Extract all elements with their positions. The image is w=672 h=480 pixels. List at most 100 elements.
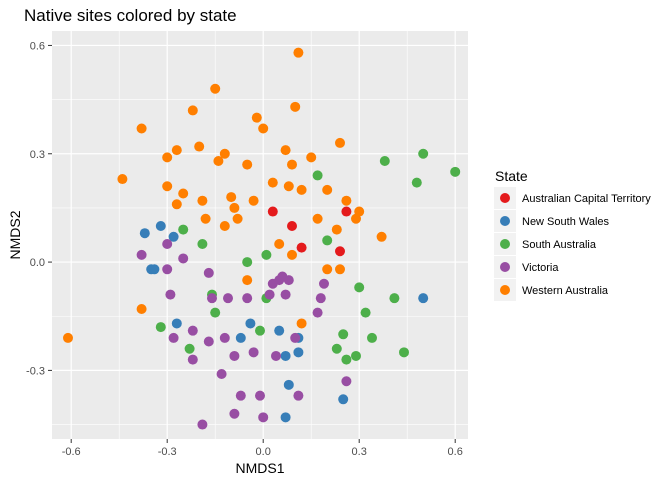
data-point — [171, 145, 182, 156]
data-point — [389, 293, 400, 304]
data-point — [136, 123, 147, 134]
data-point — [216, 369, 227, 380]
data-point — [379, 155, 390, 166]
data-point — [219, 332, 230, 343]
data-point — [223, 293, 233, 304]
legend-key — [500, 239, 510, 249]
data-point — [178, 253, 189, 264]
data-point — [293, 390, 304, 401]
data-point — [248, 347, 259, 358]
data-point — [274, 325, 285, 336]
data-point — [271, 350, 281, 361]
data-point — [162, 181, 173, 192]
data-point — [117, 174, 128, 185]
data-point — [341, 195, 352, 206]
x-tick-label: -0.6 — [62, 446, 81, 458]
data-point — [280, 350, 291, 361]
data-point — [287, 220, 297, 231]
data-point — [187, 354, 198, 365]
legend-key — [500, 193, 510, 203]
data-point — [322, 264, 333, 275]
data-point — [267, 206, 278, 217]
data-point — [264, 289, 275, 300]
data-point — [399, 347, 409, 358]
data-point — [296, 242, 307, 253]
data-point — [168, 231, 179, 242]
data-point — [232, 213, 243, 224]
x-tick-label: 0.3 — [352, 446, 367, 458]
data-point — [280, 289, 291, 300]
data-point — [312, 213, 323, 224]
data-point — [283, 275, 294, 286]
data-point — [242, 275, 253, 286]
data-point — [258, 123, 269, 134]
data-point — [338, 329, 349, 340]
x-tick-label: 0.6 — [448, 446, 463, 458]
data-point — [162, 264, 173, 275]
data-point — [283, 379, 294, 390]
data-point — [322, 235, 333, 246]
data-points — [63, 47, 461, 430]
data-point — [219, 148, 230, 159]
data-point — [187, 325, 198, 336]
y-tick-label: -0.3 — [26, 365, 45, 377]
legend-label: Victoria — [522, 262, 559, 274]
legend-title: State — [495, 168, 528, 184]
data-point — [197, 239, 208, 250]
legend: State Australian Capital Territory New So… — [494, 168, 651, 301]
y-axis-title: NMDS2 — [7, 210, 23, 259]
data-point — [178, 224, 189, 235]
data-point — [367, 332, 377, 343]
legend-label: Western Australia — [522, 285, 609, 297]
data-point — [331, 343, 342, 354]
data-point — [226, 192, 237, 203]
data-point — [149, 264, 160, 275]
data-point — [255, 390, 265, 401]
data-point — [229, 408, 240, 419]
data-point — [274, 239, 285, 250]
data-point — [411, 177, 422, 188]
data-point — [207, 293, 217, 304]
data-point — [341, 376, 352, 387]
data-point — [341, 354, 352, 365]
data-point — [200, 213, 211, 224]
chart-title: Native sites colored by state — [24, 6, 237, 25]
y-tick-label: 0.3 — [30, 149, 45, 161]
data-point — [171, 318, 182, 329]
data-point — [335, 246, 345, 257]
data-point — [242, 257, 253, 268]
data-point — [162, 152, 173, 163]
data-point — [335, 264, 345, 275]
data-point — [136, 249, 147, 260]
data-point — [293, 47, 304, 58]
data-point — [171, 199, 182, 210]
y-tick-label: 0.0 — [30, 257, 45, 269]
data-point — [248, 195, 259, 206]
data-point — [261, 249, 272, 260]
data-point — [280, 145, 291, 156]
data-point — [331, 224, 342, 235]
data-point — [312, 307, 323, 318]
data-point — [168, 332, 179, 343]
data-point — [354, 282, 365, 293]
data-point — [184, 343, 195, 354]
data-point — [351, 350, 361, 361]
data-point — [290, 332, 301, 343]
data-point — [306, 152, 317, 163]
data-point — [251, 112, 262, 123]
data-point — [255, 325, 265, 336]
data-point — [296, 318, 307, 329]
data-point — [283, 181, 294, 192]
data-point — [203, 336, 214, 347]
data-point — [219, 220, 230, 231]
data-point — [315, 293, 326, 304]
data-point — [376, 231, 387, 242]
y-axis-ticks: -0.3 0.0 0.3 0.6 — [26, 40, 52, 377]
legend-key — [500, 216, 510, 226]
data-point — [242, 159, 253, 170]
data-point — [136, 304, 147, 315]
data-point — [187, 105, 198, 116]
data-point — [162, 239, 173, 250]
data-point — [210, 83, 221, 94]
data-point — [418, 293, 429, 304]
